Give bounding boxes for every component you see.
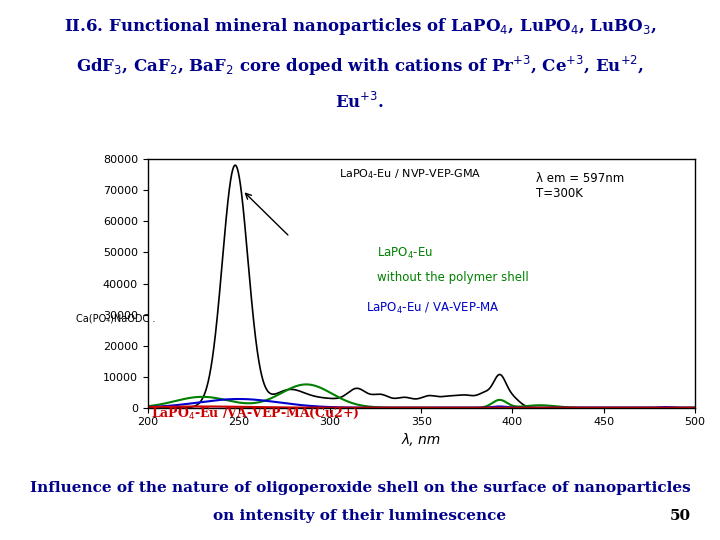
Text: Ca(PO₄)NaODC .: Ca(PO₄)NaODC . [76,313,156,323]
Text: 50: 50 [670,509,691,523]
Text: Eu$^{+3}$.: Eu$^{+3}$. [336,92,384,112]
Text: LaPO$_4$-Eu: LaPO$_4$-Eu [377,246,433,261]
Text: LaPO$_4$-Eu / VA-VEP-MA: LaPO$_4$-Eu / VA-VEP-MA [366,301,500,316]
Text: LaPO$_4$-Eu / NVP-VEP-GMA: LaPO$_4$-Eu / NVP-VEP-GMA [339,167,482,180]
Text: without the polymer shell: without the polymer shell [377,271,529,284]
Text: LaPO$_4$-Eu /VA-VEP-MA(Cu2+): LaPO$_4$-Eu /VA-VEP-MA(Cu2+) [151,406,360,421]
Text: Influence of the nature of oligoperoxide shell on the surface of nanoparticles: Influence of the nature of oligoperoxide… [30,481,690,495]
Text: λ em = 597nm
T=300K: λ em = 597nm T=300K [536,172,624,200]
X-axis label: λ, nm: λ, nm [402,433,441,447]
Text: GdF$_3$, CaF$_2$, BaF$_2$ core doped with cations of Pr$^{+3}$, Ce$^{+3}$, Eu$^{: GdF$_3$, CaF$_2$, BaF$_2$ core doped wit… [76,54,644,78]
Text: II.6. Functional mineral nanoparticles of LaPO$_4$, LuPO$_4$, LuBO$_3$,: II.6. Functional mineral nanoparticles o… [64,16,656,37]
Text: on intensity of their luminescence: on intensity of their luminescence [213,509,507,523]
